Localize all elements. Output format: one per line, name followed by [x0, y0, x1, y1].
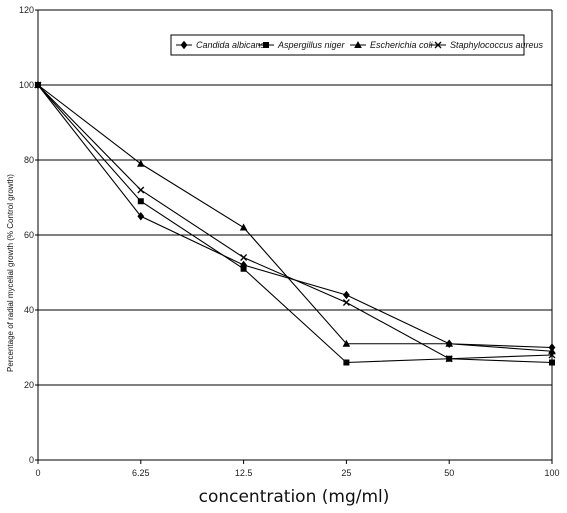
legend-item: Candida albicans: [176, 40, 266, 50]
y-tick-label: 100: [19, 80, 34, 90]
x-tick-label: 0: [35, 468, 40, 478]
y-tick-label: 20: [24, 380, 34, 390]
legend-item: Staphylococcus aureus: [430, 40, 544, 50]
legend-marker: [354, 41, 362, 48]
data-point: [240, 265, 247, 272]
data-point: [343, 290, 350, 300]
legend-label: Aspergillus niger: [277, 40, 346, 50]
x-tick-label: 25: [341, 468, 351, 478]
x-tick-label: 12.5: [235, 468, 253, 478]
y-tick-label: 40: [24, 305, 34, 315]
gridlines: [38, 9, 552, 386]
data-point: [343, 359, 350, 366]
series-lines: [34, 80, 556, 366]
data-point: [239, 223, 248, 231]
data-point: [137, 198, 144, 205]
data-point: [445, 339, 453, 347]
y-tick-label: 80: [24, 155, 34, 165]
legend-marker: [180, 40, 188, 50]
legend-item: Escherichia coli: [350, 40, 434, 50]
data-point: [445, 355, 453, 363]
series-line: [37, 84, 553, 349]
series-2: [35, 82, 555, 366]
data-point: [34, 81, 42, 89]
legend: Candida albicans Aspergillus niger Escheri…: [170, 34, 544, 56]
legend-label: Escherichia coli: [370, 40, 434, 50]
series-line: [37, 84, 553, 364]
data-point: [137, 159, 145, 167]
data-point: [137, 212, 145, 221]
series-1: [34, 80, 556, 352]
data-point: [137, 186, 145, 194]
x-tick-label: 6.25: [132, 468, 150, 478]
axes: 0 20 40 60 80 100 120 0 6.25 12.5 25 50 100: [19, 5, 560, 478]
legend-marker: [434, 41, 442, 49]
data-point: [549, 359, 555, 366]
y-axis-title: Percentage of radial mycelial growth (% …: [6, 174, 15, 372]
x-tick-label: 50: [444, 468, 454, 478]
legend-label: Staphylococcus aureus: [450, 40, 544, 50]
x-tick-label: 100: [544, 468, 559, 478]
y-tick-label: 120: [19, 5, 34, 15]
series-4: [34, 81, 556, 363]
y-tick-label: 60: [24, 230, 34, 240]
x-axis-title: concentration (mg/ml): [199, 487, 390, 507]
legend-box: [170, 34, 525, 56]
data-point: [342, 339, 351, 347]
data-point: [342, 299, 350, 306]
y-tick-label: 0: [29, 455, 34, 465]
legend-item: Aspergillus niger: [258, 40, 346, 50]
legend-label: Candida albicans: [196, 40, 266, 50]
series-line: [37, 84, 553, 352]
series-3: [34, 81, 556, 355]
data-point: [240, 254, 248, 261]
data-point: [548, 351, 556, 359]
legend-marker: [263, 42, 269, 48]
series-line: [37, 84, 553, 360]
